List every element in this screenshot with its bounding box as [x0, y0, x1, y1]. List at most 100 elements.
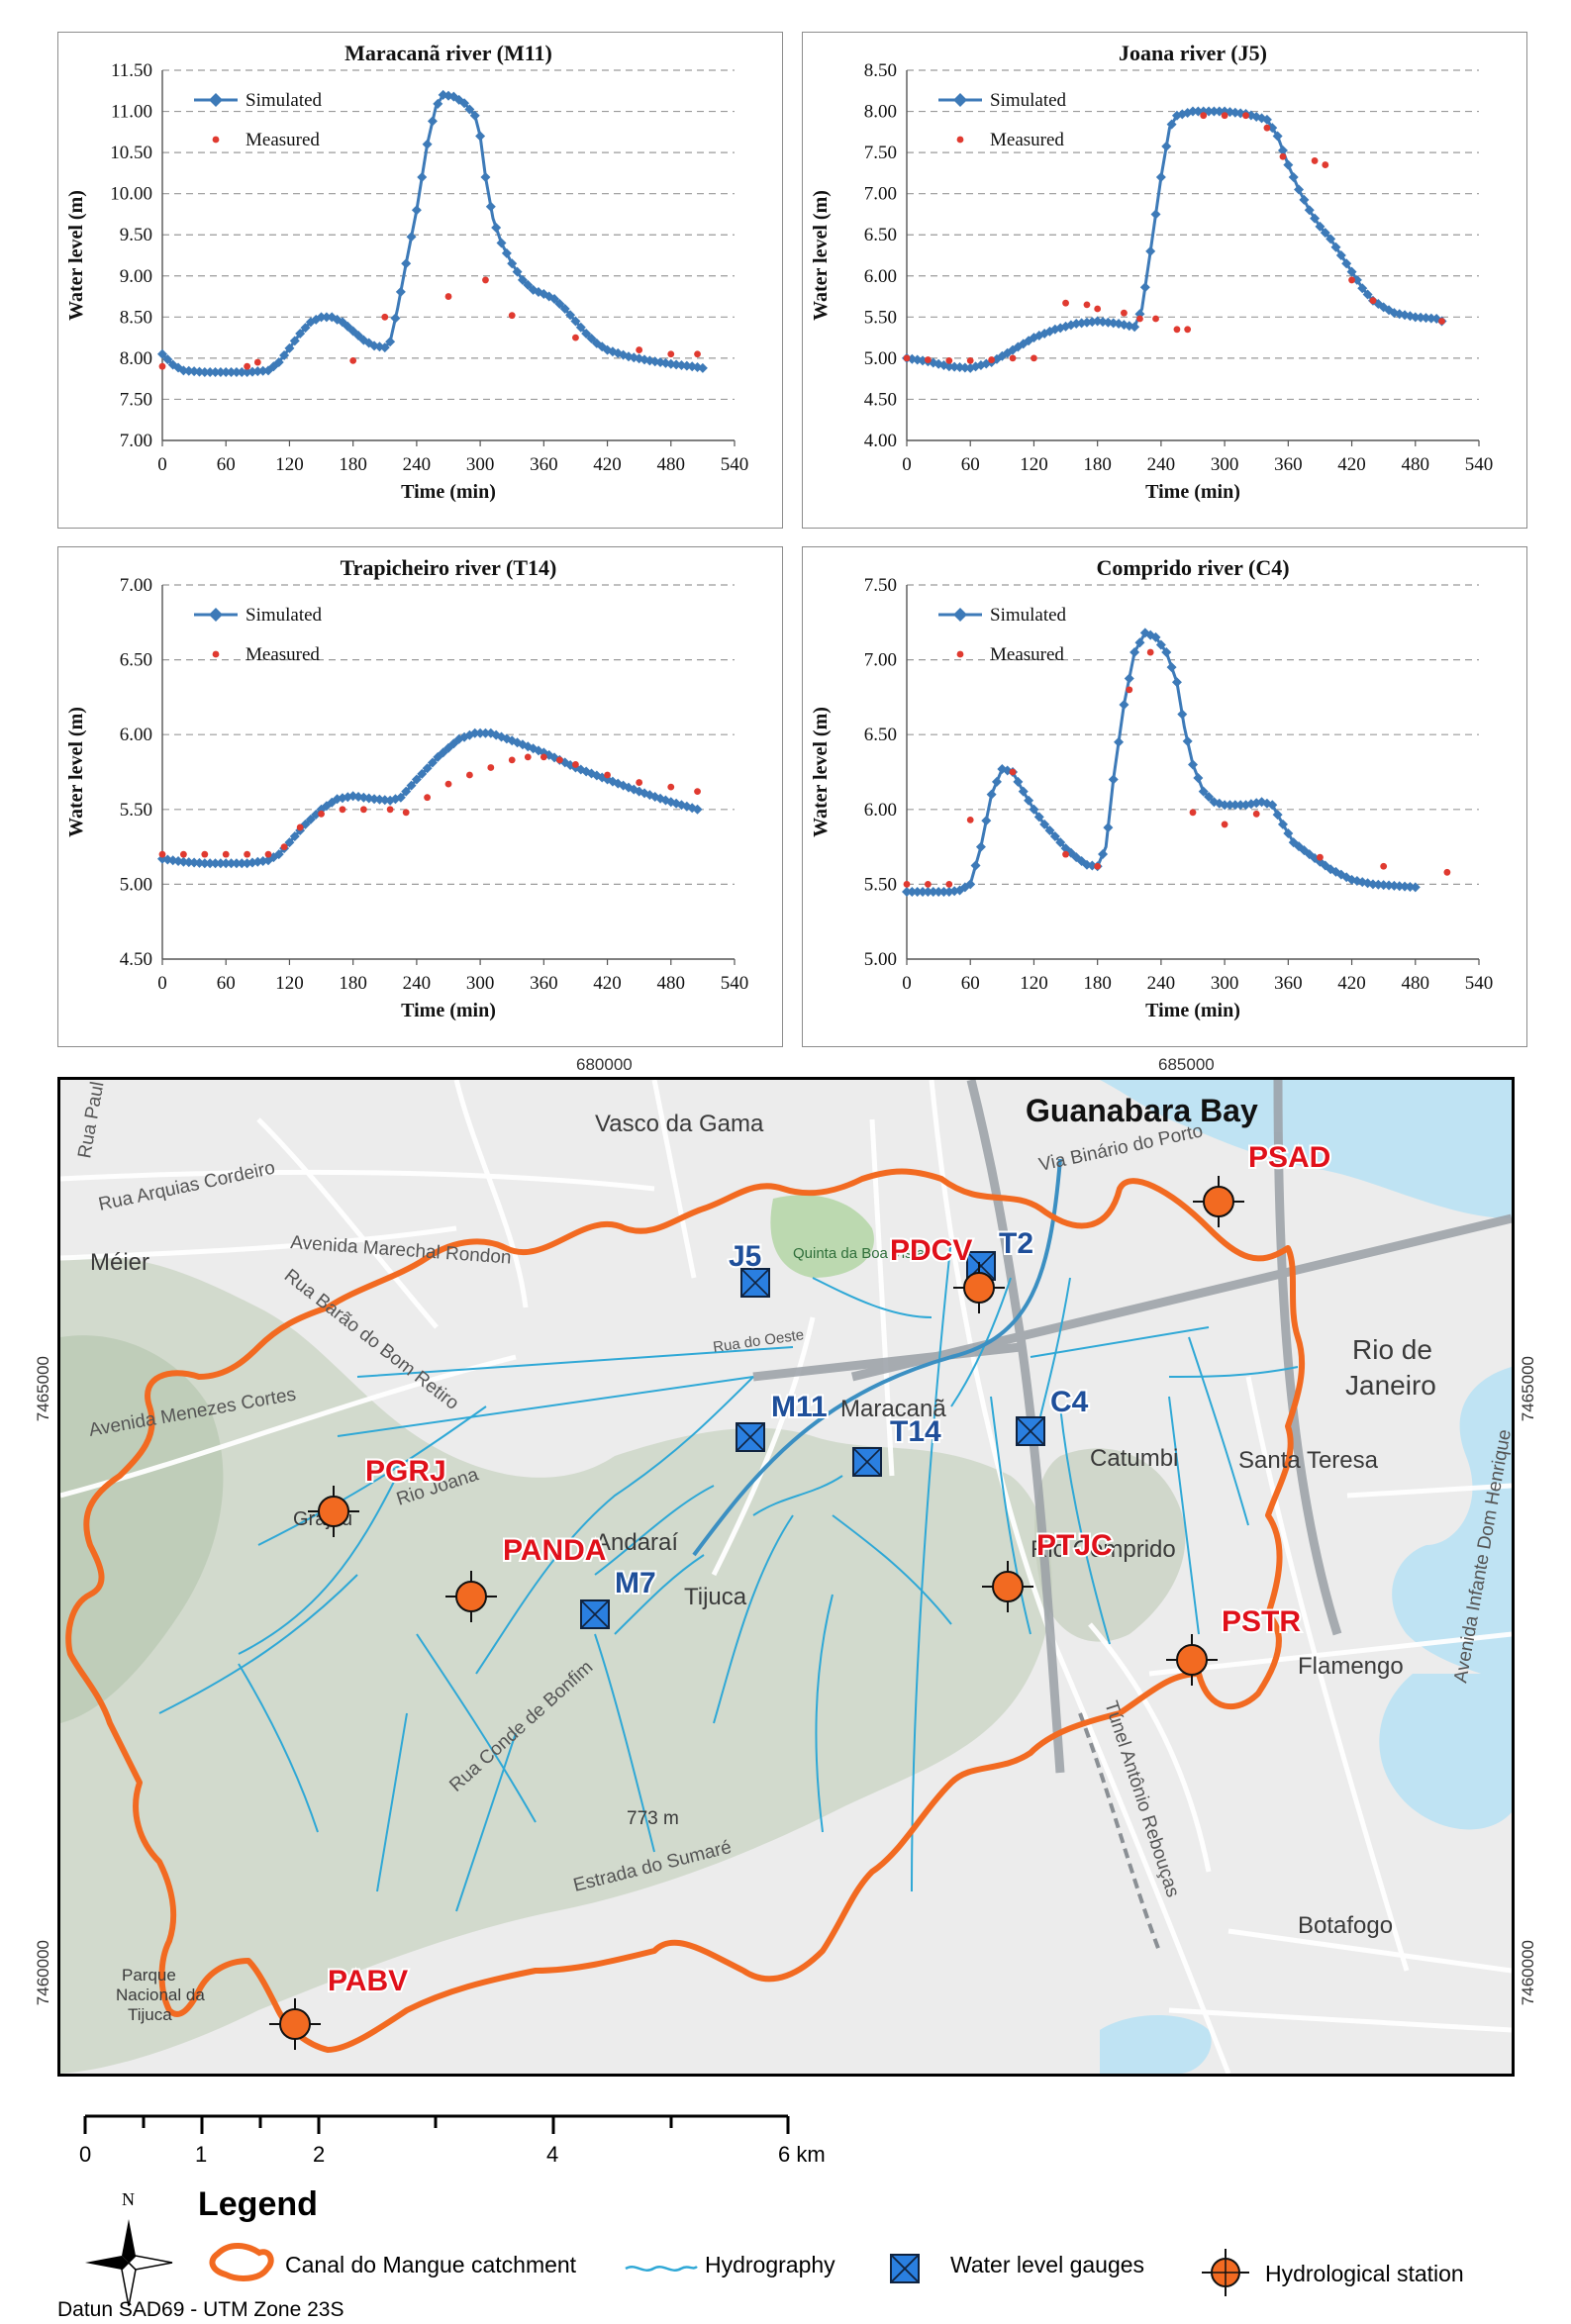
- t14-simulated-point: [523, 741, 534, 752]
- road-quinta-da-boa-vista: Quinta da Boa Vista: [793, 1245, 926, 1262]
- c4-measured-point: [1380, 862, 1388, 870]
- m11-simulated-point: [205, 367, 216, 378]
- m11-simulated-point: [279, 349, 290, 360]
- t14-simulated-point: [618, 780, 629, 791]
- t14-simulated-point: [443, 742, 453, 753]
- c4-simulated-point: [943, 886, 954, 897]
- gauge-t2-label: T2: [999, 1227, 1033, 1260]
- c4-measured-point: [1443, 868, 1451, 876]
- j5-simulated-point: [1378, 302, 1389, 313]
- t14-xtick-label: 240: [403, 973, 432, 994]
- j5-measured-point: [1221, 112, 1228, 120]
- c4-xtick-label: 360: [1274, 973, 1303, 994]
- hydrography-legend-swatch: [625, 2265, 698, 2272]
- j5-measured-point: [945, 356, 953, 364]
- j5-measured-point: [925, 356, 932, 363]
- c4-simulated-point: [1029, 804, 1039, 815]
- m11-simulated-point: [226, 367, 237, 378]
- c4-simulated-point: [1378, 880, 1389, 891]
- t14-measured-point: [402, 809, 410, 817]
- c4-measured-point: [925, 881, 932, 888]
- c4-legend-simulated-label: Simulated: [990, 605, 1067, 626]
- station-pstr-label: PSTR: [1222, 1605, 1301, 1638]
- m11-xtick-label: 360: [530, 454, 558, 475]
- station-legend-icon: [1202, 2249, 1249, 2296]
- j5-xtick-label: 480: [1402, 454, 1430, 475]
- park-area: [770, 1195, 874, 1278]
- t14-simulated-point: [289, 831, 300, 842]
- j5-simulated-point: [1384, 305, 1395, 316]
- scale-label-0: 0: [79, 2142, 91, 2167]
- c4-simulated-point: [902, 886, 912, 897]
- lagoon-water: [1100, 2015, 1212, 2074]
- t14-measured-point: [667, 783, 675, 791]
- j5-measured-point: [1136, 315, 1143, 323]
- road-network: [60, 1080, 1512, 2074]
- j5-simulated-point: [1114, 318, 1125, 329]
- c4-simulated-point: [986, 789, 997, 800]
- t14-measured-point: [508, 756, 516, 764]
- t14-simulated-point: [210, 858, 221, 869]
- j5-simulated-point: [912, 354, 923, 365]
- t14-simulated-point: [311, 809, 322, 820]
- j5-simulated-point: [1161, 141, 1172, 151]
- chart-panel-c4: 5.00 5.50 6.00 6.50 7.00 7.50 0 60 120 180 240 300 3…: [802, 546, 1527, 1047]
- legend-title: Legend: [198, 2185, 318, 2223]
- c4-simulated-point: [1294, 841, 1305, 852]
- j5-ytick-label: 4.50: [864, 389, 897, 410]
- m11-simulated-point: [539, 289, 549, 300]
- t14-simulated-point: [543, 749, 554, 760]
- scale-label-6km: 6 km: [778, 2142, 826, 2167]
- j5-legend-measured-label: Measured: [990, 130, 1064, 150]
- c4-simulated-point: [1166, 662, 1177, 673]
- m11-simulated-point: [295, 328, 306, 339]
- t14-simulated-point: [496, 731, 507, 742]
- west-hills-terrain: [60, 1335, 224, 1723]
- map-right-coord-2: 7460000: [1519, 1940, 1537, 2006]
- c4-simulated-point: [949, 886, 960, 897]
- c4-simulated-point: [1330, 866, 1341, 877]
- j5-simulated-point: [1326, 234, 1336, 244]
- m11-simulated-point: [565, 310, 576, 321]
- t14-measured-point: [572, 761, 579, 768]
- chart-c4-svg: 5.00 5.50 6.00 6.50 7.00 7.50 0 60 120 180 240 300 3…: [810, 555, 1493, 1021]
- guanabara-bay-label: Guanabara Bay: [1026, 1093, 1258, 1128]
- station-psad-icon: [1203, 1186, 1234, 1217]
- t14-simulated-point: [263, 855, 274, 866]
- j5-ytick-label: 8.50: [864, 60, 897, 81]
- m11-simulated-point: [395, 286, 406, 297]
- t14-measured-point: [296, 823, 304, 831]
- j5-simulated-point: [1330, 242, 1341, 252]
- t14-legend-measured-label: Measured: [245, 644, 320, 665]
- t14-simulated-point: [676, 800, 687, 811]
- c4-simulated-point: [1229, 800, 1240, 811]
- t14-measured-point: [636, 779, 643, 786]
- t14-simulated-point: [453, 733, 464, 744]
- j5-measured-point: [1173, 326, 1181, 334]
- t14-measured-point: [158, 850, 166, 858]
- j5-simulated-point: [1277, 145, 1288, 156]
- t14-ytick-label: 5.50: [120, 800, 152, 821]
- c4-simulated-point: [970, 860, 981, 871]
- canal-do-mangue-catchment-boundary: [65, 1168, 1306, 2053]
- road-rua-paul: Rua Paul: [74, 1080, 108, 1160]
- t14-simulated-point: [528, 743, 539, 754]
- t14-simulated-point: [237, 858, 247, 869]
- m11-simulated-point: [210, 367, 221, 378]
- m11-simulated-point: [385, 337, 396, 347]
- j5-measured-point: [966, 356, 974, 364]
- place-tijuca: Tijuca: [684, 1584, 747, 1610]
- t14-simulated-point: [501, 733, 512, 744]
- c4-simulated-point: [1272, 810, 1283, 821]
- c4-legend-measured-label: Measured: [990, 644, 1064, 665]
- t14-ylabel: Water level (m): [65, 707, 87, 837]
- station-pgrj-label: PGRJ: [365, 1455, 446, 1488]
- j5-simulated-point: [1299, 194, 1310, 205]
- bay-upper-water: [1100, 1080, 1512, 1218]
- c4-simulated-point: [1129, 647, 1140, 658]
- j5-xtick-label: 0: [902, 454, 912, 475]
- map-right-coord-1: 7465000: [1519, 1356, 1537, 1422]
- m11-ytick-label: 11.50: [111, 60, 152, 81]
- t14-simulated-point: [395, 792, 406, 803]
- c4-simulated-point: [1245, 799, 1256, 810]
